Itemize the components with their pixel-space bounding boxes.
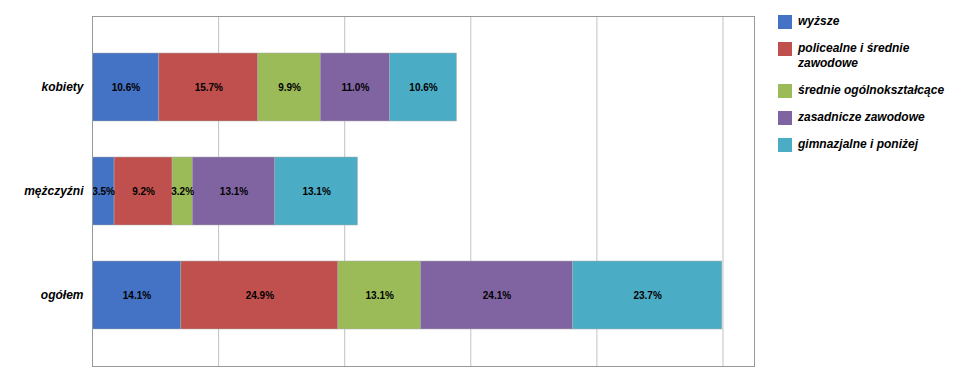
- svg-text:14.1%: 14.1%: [123, 290, 151, 301]
- svg-text:9.9%: 9.9%: [278, 82, 301, 93]
- svg-text:13.1%: 13.1%: [220, 186, 248, 197]
- html-text:gimnazjalne i poniżej: gimnazjalne i poniżej: [798, 137, 918, 151]
- svg-text:24.1%: 24.1%: [483, 290, 511, 301]
- svg-text:3.2%: 3.2%: [171, 186, 194, 197]
- svg-text:9.2%: 9.2%: [132, 186, 155, 197]
- html-text:policealne i średnie zawodowe: policealne i średnie zawodowe: [798, 41, 910, 70]
- html-text:zasadnicze zawodowe: zasadnicze zawodowe: [798, 110, 925, 124]
- svg-text:10.6%: 10.6%: [409, 82, 437, 93]
- html-text:wyższe: wyższe: [798, 14, 840, 28]
- svg-text:15.7%: 15.7%: [195, 82, 223, 93]
- svg-text:ogółem: ogółem: [41, 288, 84, 302]
- svg-text:24.9%: 24.9%: [246, 290, 274, 301]
- svg-text:13.1%: 13.1%: [302, 186, 330, 197]
- svg-text:13.1%: 13.1%: [366, 290, 394, 301]
- html-text:średnie ogólnokształcące: średnie ogólnokształcące: [798, 83, 945, 97]
- svg-text:10.6%: 10.6%: [112, 82, 140, 93]
- svg-text:23.7%: 23.7%: [633, 290, 661, 301]
- svg-text:3.5%: 3.5%: [92, 186, 115, 197]
- svg-text:mężczyźni: mężczyźni: [24, 184, 84, 198]
- svg-text:kobiety: kobiety: [41, 80, 84, 94]
- svg-text:11.0%: 11.0%: [342, 82, 370, 93]
